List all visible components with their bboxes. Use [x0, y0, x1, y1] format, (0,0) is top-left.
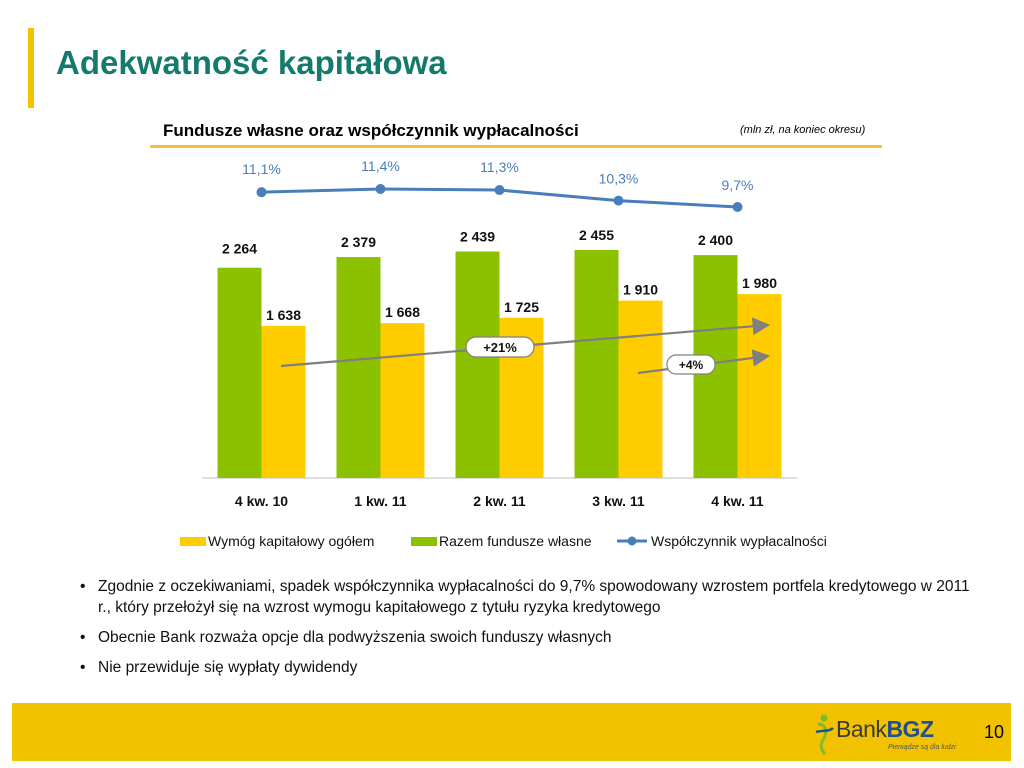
bullet-item: • Obecnie Bank rozważa opcje dla podwyższ… — [76, 627, 976, 648]
bar-wymog-kapitalowy — [261, 325, 306, 478]
line-point-label: 11,4% — [361, 158, 400, 174]
bullet-text: Zgodnie z oczekiwaniami, spadek współczy… — [98, 578, 970, 616]
bar-label-wymog-kapitalowy: 1 910 — [623, 282, 658, 298]
bar-wymog-kapitalowy — [737, 294, 782, 478]
bar-label-fundusze-wlasne: 2 439 — [460, 228, 495, 244]
bullet-list: • Zgodnie z oczekiwaniami, spadek współcz… — [76, 576, 976, 687]
bullet-dot: • — [80, 629, 86, 646]
title-underline — [150, 145, 882, 148]
legend-label: Wymóg kapitałowy ogółem — [208, 533, 374, 549]
annotation-label-4: +4% — [679, 358, 704, 372]
bank-logo-icon — [815, 714, 834, 756]
bullet-dot: • — [80, 659, 86, 676]
annotation-box-4 — [666, 354, 716, 375]
bar-label-wymog-kapitalowy: 1 668 — [385, 304, 420, 320]
line-point — [494, 185, 505, 196]
bar-fundusze-wlasne — [217, 267, 262, 478]
bullet-text: Obecnie Bank rozważa opcje dla podwyższe… — [98, 629, 612, 646]
line-point-label: 11,3% — [480, 159, 519, 175]
annotation-box-21 — [465, 336, 535, 358]
x-tick-label: 1 kw. 11 — [354, 493, 407, 509]
line-point-label: 9,7% — [722, 177, 754, 193]
logo-text: BankBGZ — [836, 716, 934, 743]
legend-swatch-point — [627, 536, 637, 546]
bar-label-wymog-kapitalowy: 1 980 — [742, 275, 777, 291]
logo-tagline: Pieniądze są dla ludzi — [888, 744, 956, 751]
bullet-item: • Nie przewiduje się wypłaty dywidendy — [76, 657, 976, 678]
unit-note: (mln zł, na koniec okresu) — [740, 124, 866, 136]
legend-swatch — [180, 537, 206, 546]
line-point — [732, 202, 743, 212]
bullet-dot: • — [80, 578, 86, 595]
footer-bar — [12, 703, 1011, 761]
chart-title: Fundusze własne oraz współczynnik wypłac… — [163, 121, 579, 140]
bar-label-fundusze-wlasne: 2 455 — [579, 227, 614, 243]
title-accent-bar — [28, 28, 34, 108]
bar-label-fundusze-wlasne: 2 379 — [341, 234, 376, 250]
line-point — [375, 184, 386, 194]
bar-label-wymog-kapitalowy: 1 638 — [266, 307, 301, 323]
bar-label-wymog-kapitalowy: 1 725 — [504, 299, 539, 315]
bar-fundusze-wlasne — [336, 257, 381, 478]
bullet-text: Nie przewiduje się wypłaty dywidendy — [98, 659, 358, 676]
line-point — [256, 187, 267, 198]
legend-swatch — [411, 537, 437, 546]
page-number: 10 — [984, 722, 1005, 742]
annotation-label-21: +21% — [483, 340, 517, 355]
bar-fundusze-wlasne — [455, 251, 500, 478]
bar-label-fundusze-wlasne: 2 400 — [698, 232, 733, 248]
line-point-label: 10,3% — [599, 171, 639, 187]
bar-fundusze-wlasne — [574, 250, 619, 478]
line-point-label: 11,1% — [242, 161, 281, 177]
line-point — [613, 195, 624, 206]
bar-wymog-kapitalowy — [380, 323, 425, 478]
logo-brand-bold: BGZ — [886, 716, 934, 742]
bar-label-fundusze-wlasne: 2 264 — [222, 241, 257, 257]
bar-wymog-kapitalowy — [618, 300, 663, 478]
page-title: Adekwatność kapitałowa — [56, 44, 447, 81]
x-tick-label: 4 kw. 11 — [711, 493, 764, 509]
legend-label: Współczynnik wypłacalności — [651, 533, 827, 549]
logo-brand-light: Bank — [836, 716, 887, 742]
capital-adequacy-chart: 2 264 1 638 4 kw. 10 2 379 1 668 1 kw. 11 2 43… — [180, 158, 827, 549]
bullet-item: • Zgodnie z oczekiwaniami, spadek współcz… — [76, 576, 976, 618]
x-tick-label: 2 kw. 11 — [473, 493, 526, 509]
x-tick-label: 4 kw. 10 — [235, 493, 288, 509]
x-tick-label: 3 kw. 11 — [592, 493, 645, 509]
legend-label: Razem fundusze własne — [439, 533, 592, 549]
